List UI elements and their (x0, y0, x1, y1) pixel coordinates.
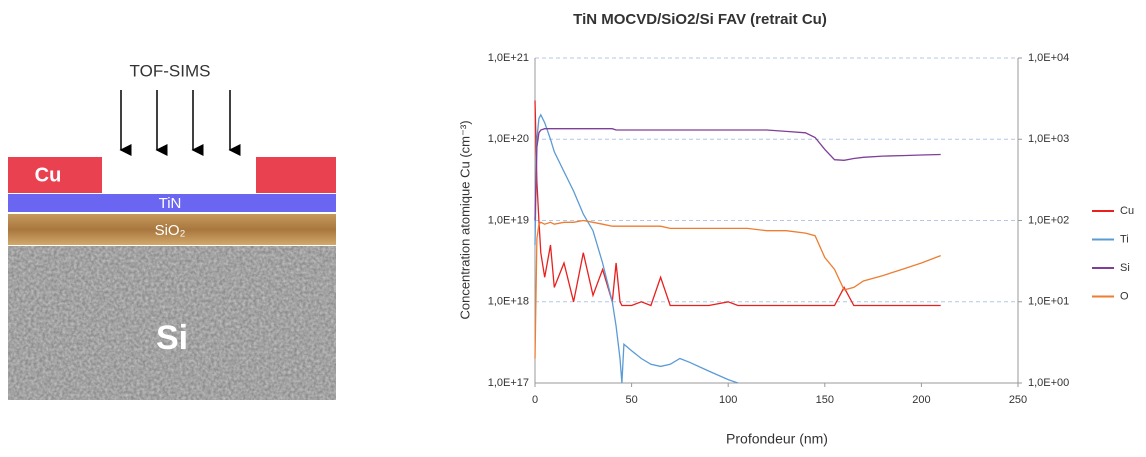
x-tick-label: 200 (912, 394, 930, 406)
tin-layer (8, 194, 336, 212)
legend-label: Ti (1120, 233, 1129, 245)
series-line (534, 128, 941, 221)
series-line (534, 113, 739, 384)
y2-tick-label: 1,0E+03 (1028, 133, 1069, 145)
layer-label: SiO₂ (155, 222, 186, 239)
x-tick-label: 0 (532, 394, 538, 406)
x-tick-label: 100 (719, 394, 737, 406)
x-tick-label: 50 (625, 394, 637, 406)
x-axis-label: Profondeur (nm) (726, 431, 828, 447)
layer-label: Si (156, 319, 188, 357)
si-texture (8, 246, 336, 400)
y-tick-label: 1,0E+18 (488, 296, 529, 308)
y-tick-label: 1,0E+17 (488, 377, 529, 389)
legend-label: Si (1120, 262, 1130, 274)
y-axis-label: Concentration atomique Cu (cm⁻³) (457, 120, 472, 319)
y2-tick-label: 1,0E+04 (1028, 52, 1069, 64)
layer-label: Cu (35, 164, 62, 186)
y-tick-label: 1,0E+19 (488, 214, 529, 226)
x-tick-label: 150 (816, 394, 834, 406)
beam-label: TOF-SIMS (130, 61, 211, 80)
legend-label: Cu (1120, 205, 1134, 217)
layer-label: TiN (159, 195, 182, 212)
cu-layer (8, 157, 102, 193)
series-line (534, 219, 941, 359)
x-tick-label: 250 (1009, 394, 1027, 406)
y-tick-label: 1,0E+20 (488, 133, 529, 145)
y2-tick-label: 1,0E+00 (1028, 377, 1069, 389)
stack-diagram: TOF-SIMS Cu TiN SiO₂ Si (8, 61, 336, 400)
series-line (534, 100, 941, 307)
y2-tick-label: 1,0E+02 (1028, 214, 1069, 226)
y2-tick-label: 1,0E+01 (1028, 296, 1069, 308)
chart-title: TiN MOCVD/SiO2/Si FAV (retrait Cu) (573, 11, 827, 28)
cu-layer (256, 157, 336, 193)
y-tick-label: 1,0E+21 (488, 52, 529, 64)
sio2-layer (8, 214, 336, 245)
legend-label: O (1120, 290, 1129, 302)
